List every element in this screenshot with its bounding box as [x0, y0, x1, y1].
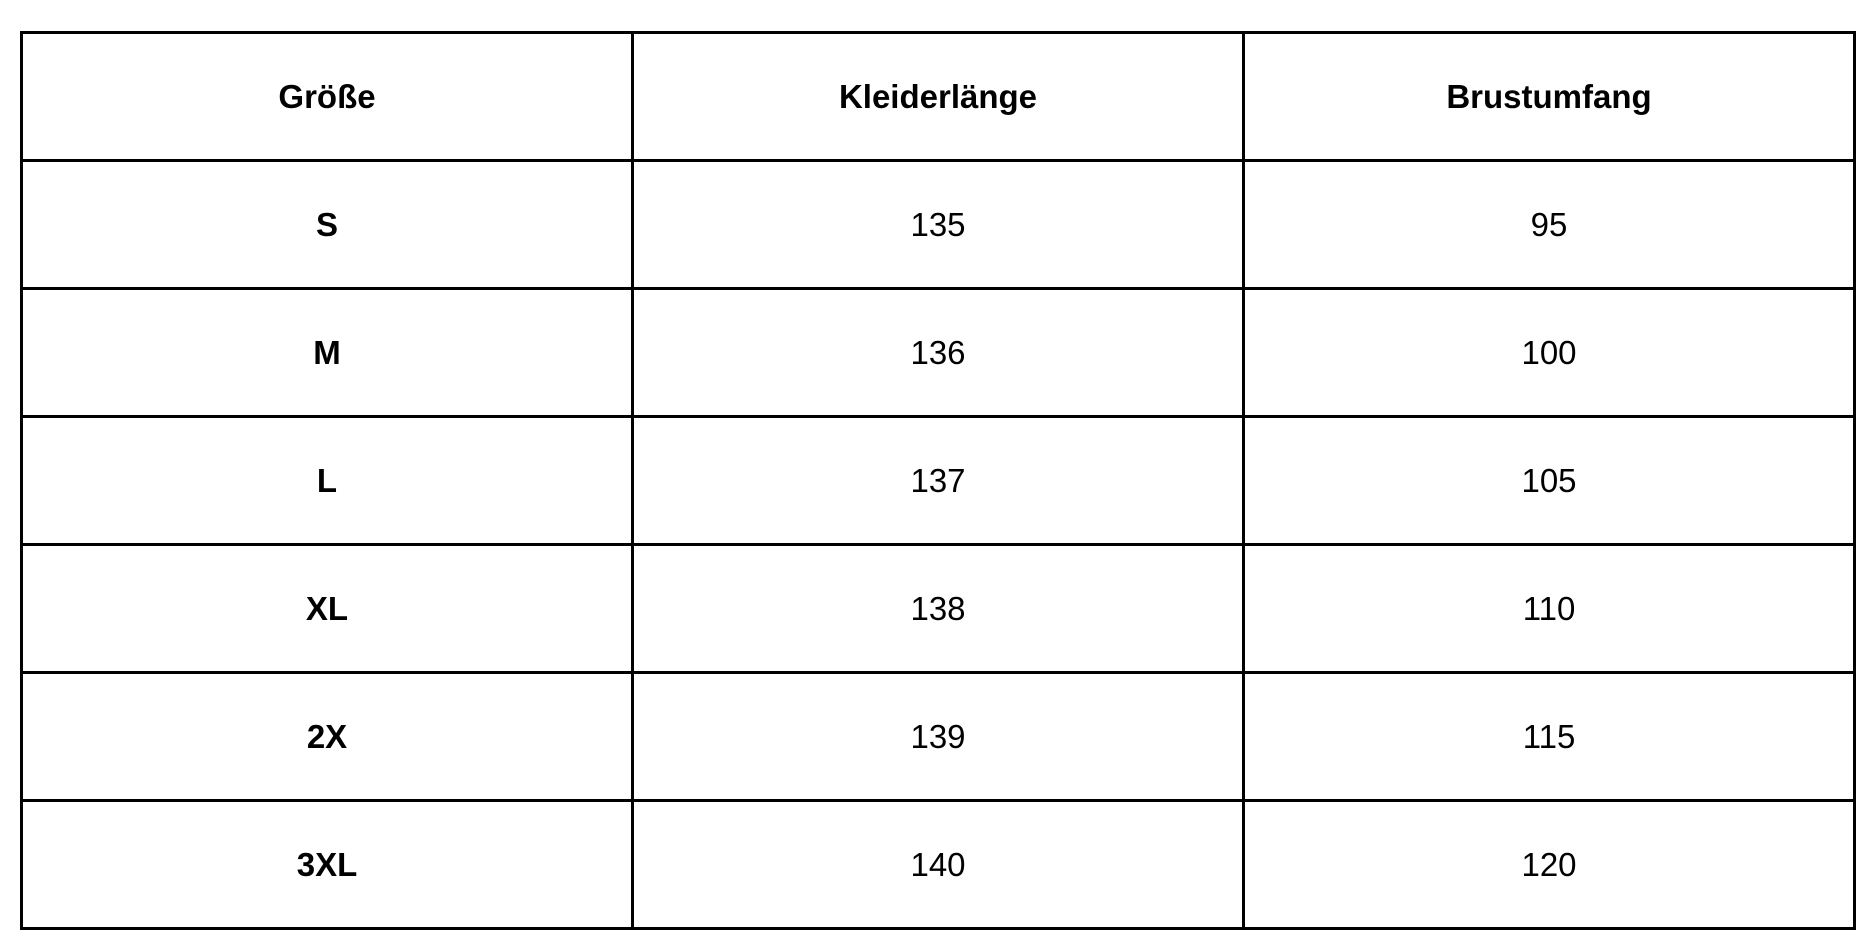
cell-dress-length: 139: [631, 671, 1245, 802]
cell-chest: 120: [1242, 799, 1856, 930]
table-row: XL 138 110: [20, 543, 1856, 674]
table-row: 3XL 140 120: [20, 799, 1856, 930]
header-chest: Brustumfang: [1242, 31, 1856, 162]
cell-dress-length: 136: [631, 287, 1245, 418]
cell-dress-length: 137: [631, 415, 1245, 546]
table-row: S 135 95: [20, 159, 1856, 290]
cell-dress-length: 138: [631, 543, 1245, 674]
header-dress-length: Kleiderlänge: [631, 31, 1245, 162]
table-row: 2X 139 115: [20, 671, 1856, 802]
cell-chest: 110: [1242, 543, 1856, 674]
cell-dress-length: 135: [631, 159, 1245, 290]
cell-dress-length: 140: [631, 799, 1245, 930]
cell-size: M: [20, 287, 634, 418]
cell-chest: 115: [1242, 671, 1856, 802]
cell-size: 2X: [20, 671, 634, 802]
cell-size: 3XL: [20, 799, 634, 930]
table-row: L 137 105: [20, 415, 1856, 546]
cell-size: L: [20, 415, 634, 546]
cell-size: S: [20, 159, 634, 290]
cell-chest: 100: [1242, 287, 1856, 418]
table-row: M 136 100: [20, 287, 1856, 418]
cell-chest: 105: [1242, 415, 1856, 546]
header-size: Größe: [20, 31, 634, 162]
cell-chest: 95: [1242, 159, 1856, 290]
header-row: Größe Kleiderlänge Brustumfang: [20, 31, 1856, 162]
size-chart-table: Größe Kleiderlänge Brustumfang S 135 95 M 13…: [20, 31, 1856, 930]
cell-size: XL: [20, 543, 634, 674]
